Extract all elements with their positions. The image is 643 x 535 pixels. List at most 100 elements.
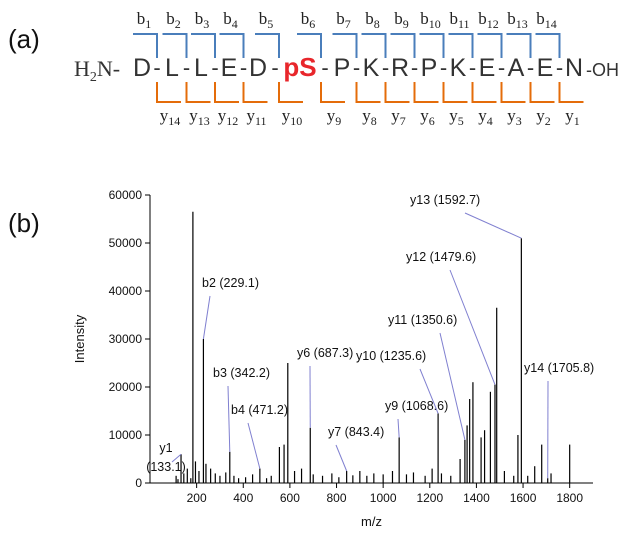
ion-number: 5 — [267, 17, 273, 31]
residue: L — [194, 54, 208, 82]
panel-label: (a) — [8, 24, 40, 54]
ion-letter: y — [282, 106, 291, 125]
separator: - — [240, 55, 247, 80]
y-tick-label: 30000 — [109, 332, 143, 346]
y-ion-bracket — [214, 82, 239, 103]
y-ion-label: y3 — [507, 106, 522, 128]
peak-label: y14 (1705.8) — [524, 361, 594, 375]
ion-letter: y — [246, 106, 255, 125]
callout-line — [171, 453, 182, 463]
y-axis-title: Intensity — [72, 314, 87, 363]
ion-number: 11 — [458, 17, 470, 31]
ion-number: 14 — [168, 114, 180, 128]
ion-number: 1 — [574, 114, 580, 128]
ion-letter: y — [160, 106, 169, 125]
ion-number: 4 — [232, 17, 238, 31]
b-ion-bracket — [255, 33, 280, 58]
y-ion-label: y12 — [218, 106, 239, 128]
x-tick-label: 1800 — [556, 491, 583, 505]
ion-number: 13 — [198, 114, 210, 128]
callout-line — [449, 269, 496, 385]
ion-letter: b — [478, 9, 487, 28]
peak-label: b2 (229.1) — [202, 276, 259, 290]
y-ion-bracket — [185, 82, 211, 103]
n-term-rest: N- — [97, 56, 120, 81]
separator: - — [211, 55, 218, 80]
b-ion-label: b7 — [336, 9, 351, 31]
b-ion-bracket — [419, 33, 445, 58]
x-tick-label: 1200 — [416, 491, 443, 505]
y-tick-label: 50000 — [109, 236, 143, 250]
separator: - — [556, 55, 563, 80]
ion-number: 12 — [226, 114, 238, 128]
b-ion-label: b6 — [301, 9, 316, 31]
ion-letter: b — [223, 9, 232, 28]
ion-number: 8 — [374, 17, 380, 31]
y-ion-bracket — [471, 82, 497, 103]
x-tick-label: 800 — [327, 491, 347, 505]
ion-letter: b — [259, 9, 268, 28]
n-term-text: H — [74, 56, 90, 81]
b-ion-label: b3 — [195, 9, 210, 31]
ion-letter: b — [365, 9, 374, 28]
ion-number: 12 — [487, 17, 499, 31]
peak-label: y1 — [159, 441, 172, 455]
peak-label: y9 (1068.6) — [385, 399, 448, 413]
callout-line — [439, 332, 466, 440]
separator: - — [440, 55, 447, 80]
y-tick-label: 0 — [135, 476, 142, 490]
x-tick-label: 600 — [280, 491, 300, 505]
peak-label: b3 (342.2) — [213, 366, 270, 380]
b-ion-bracket — [133, 33, 158, 58]
b-ion-bracket — [448, 33, 474, 58]
b-ion-bracket — [506, 33, 532, 58]
b-ion-label: b4 — [223, 9, 238, 31]
ion-letter: y — [420, 106, 429, 125]
separator: - — [382, 55, 389, 80]
separator: - — [183, 55, 190, 80]
n-terminus: H2N- — [74, 56, 120, 85]
c-terminus: -OH — [586, 60, 619, 80]
ion-letter: y — [507, 106, 516, 125]
ion-number: 2 — [175, 17, 181, 31]
ion-number: 2 — [545, 114, 551, 128]
ion-number: 3 — [516, 114, 522, 128]
y-ion-label: y13 — [189, 106, 210, 128]
separator: - — [498, 55, 505, 80]
ion-number: 7 — [400, 114, 406, 128]
y-tick-label: 20000 — [109, 380, 143, 394]
b-ion-label: b9 — [394, 9, 409, 31]
b-ion-label: b13 — [507, 9, 528, 31]
y-ion-bracket — [156, 82, 181, 103]
ion-letter: y — [449, 106, 458, 125]
n-term-sub: 2 — [90, 70, 97, 85]
y-ion-bracket — [384, 82, 410, 103]
separator: - — [153, 55, 160, 80]
ion-number: 10 — [429, 17, 441, 31]
callout-line — [227, 385, 231, 452]
ion-letter: y — [391, 106, 400, 125]
callout-line — [419, 368, 439, 414]
y-tick-label: 40000 — [109, 284, 143, 298]
y-ion-label: y6 — [420, 106, 435, 128]
callout-line — [247, 422, 261, 469]
y-ion-bracket — [242, 82, 268, 103]
residue: E — [537, 54, 554, 82]
separator: - — [353, 55, 360, 80]
b-ion-bracket — [162, 33, 188, 58]
y-tick-label: 10000 — [109, 428, 143, 442]
y-tick-label: 60000 — [109, 188, 143, 202]
b-ion-bracket — [390, 33, 416, 58]
ion-letter: y — [478, 106, 487, 125]
residue: P — [421, 54, 438, 82]
ion-number: 7 — [345, 17, 351, 31]
b-ion-label: b14 — [536, 9, 557, 31]
ion-letter: b — [449, 9, 458, 28]
ion-number: 3 — [203, 17, 209, 31]
peak-label: y7 (843.4) — [328, 425, 384, 439]
residue: R — [391, 54, 409, 82]
x-axis-title: m/z — [361, 514, 382, 529]
ion-letter: y — [327, 106, 336, 125]
y-ion-label: y10 — [282, 106, 303, 128]
